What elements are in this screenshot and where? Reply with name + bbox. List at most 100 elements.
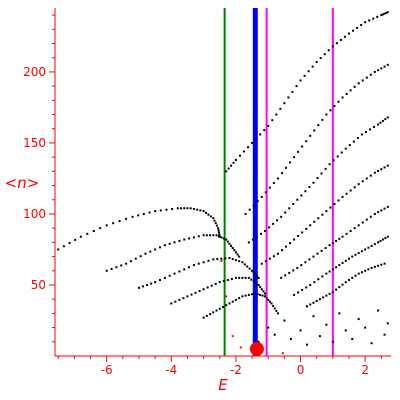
- data-point: [137, 214, 140, 217]
- data-point: [228, 302, 231, 305]
- data-point: [324, 247, 327, 250]
- data-point: [268, 186, 271, 189]
- data-point: [142, 285, 145, 288]
- data-point: [234, 259, 237, 262]
- data-point: [183, 207, 186, 210]
- data-point: [238, 260, 241, 263]
- data-point: [68, 242, 71, 245]
- data-point: [338, 237, 341, 240]
- data-point: [112, 222, 115, 225]
- data-point: [202, 288, 205, 291]
- data-point: [189, 207, 192, 210]
- data-point: [360, 24, 363, 27]
- data-point: [309, 224, 312, 227]
- data-point: [86, 232, 89, 235]
- data-point: [296, 198, 299, 201]
- data-point: [351, 255, 354, 258]
- data-point: [252, 271, 255, 274]
- data-point: [357, 252, 360, 255]
- data-point: [243, 150, 245, 153]
- data-point: [265, 297, 268, 300]
- data-point: [365, 218, 368, 221]
- data-point: [297, 291, 300, 294]
- data-point: [380, 14, 383, 17]
- data-point: [217, 235, 220, 238]
- data-point: [304, 261, 307, 264]
- data-point: [182, 297, 185, 300]
- data-point: [280, 172, 283, 175]
- data-point: [257, 276, 260, 279]
- data-point: [228, 242, 231, 245]
- y-tick-label: 150: [23, 136, 46, 150]
- data-point: [202, 210, 205, 213]
- data-point: [328, 292, 331, 295]
- data-point: [170, 302, 173, 305]
- data-point: [381, 13, 384, 16]
- data-point: [336, 155, 339, 158]
- data-point: [349, 230, 352, 233]
- data-point: [308, 185, 311, 188]
- data-point: [354, 274, 357, 277]
- data-point: [321, 118, 324, 121]
- data-point: [316, 252, 319, 255]
- data-point: [92, 230, 95, 233]
- data-point: [222, 280, 225, 283]
- data-point: [335, 42, 338, 45]
- data-point: [79, 235, 82, 238]
- data-point: [357, 224, 360, 227]
- data-point: [62, 245, 65, 248]
- data-point: [283, 319, 286, 322]
- data-point: [178, 270, 181, 273]
- data-point: [275, 113, 278, 116]
- data-point: [261, 294, 264, 297]
- data-point: [331, 268, 334, 271]
- data-point: [329, 109, 332, 112]
- y-tick-label: 50: [31, 278, 46, 292]
- data-point: [305, 286, 308, 289]
- data-point: [241, 295, 244, 298]
- data-point: [239, 346, 242, 349]
- data-point: [259, 232, 262, 235]
- data-point: [386, 322, 389, 325]
- data-point: [105, 269, 108, 272]
- data-point: [263, 129, 266, 132]
- data-point: [356, 136, 359, 139]
- data-point: [315, 60, 318, 63]
- data-point: [272, 222, 275, 225]
- data-point: [264, 230, 266, 233]
- data-point: [192, 264, 195, 267]
- data-point: [348, 32, 350, 35]
- data-point: [115, 266, 118, 269]
- data-point: [379, 239, 382, 242]
- data-point: [176, 207, 179, 210]
- data-point: [377, 241, 380, 244]
- data-point: [293, 293, 296, 296]
- data-point: [341, 96, 344, 99]
- data-point: [105, 224, 108, 227]
- data-point: [244, 294, 247, 297]
- data-point: [377, 123, 380, 126]
- data-point: [357, 272, 360, 275]
- data-point: [384, 237, 387, 240]
- data-point: [230, 164, 233, 167]
- data-point: [349, 89, 352, 92]
- data-point: [264, 260, 267, 263]
- data-point: [381, 119, 384, 122]
- data-point: [273, 333, 276, 336]
- data-point: [280, 249, 283, 252]
- data-point: [148, 211, 151, 214]
- data-point: [311, 65, 314, 68]
- data-point: [309, 134, 312, 137]
- data-point: [368, 19, 371, 22]
- data-point: [209, 215, 212, 218]
- data-point: [386, 205, 389, 208]
- data-point: [243, 263, 246, 266]
- data-point: [289, 337, 292, 340]
- data-point: [267, 298, 270, 301]
- data-point: [333, 203, 336, 206]
- data-point: [377, 211, 380, 214]
- data-point: [231, 247, 234, 250]
- data-point: [252, 204, 255, 207]
- data-point: [264, 191, 267, 194]
- x-tick-label: 2: [361, 363, 369, 377]
